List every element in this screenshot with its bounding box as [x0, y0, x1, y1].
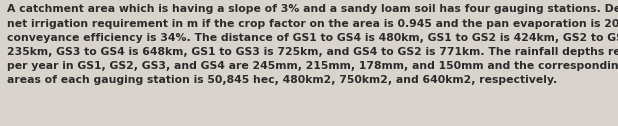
Text: A catchment area which is having a slope of 3% and a sandy loam soil has four ga: A catchment area which is having a slope… [7, 4, 618, 85]
